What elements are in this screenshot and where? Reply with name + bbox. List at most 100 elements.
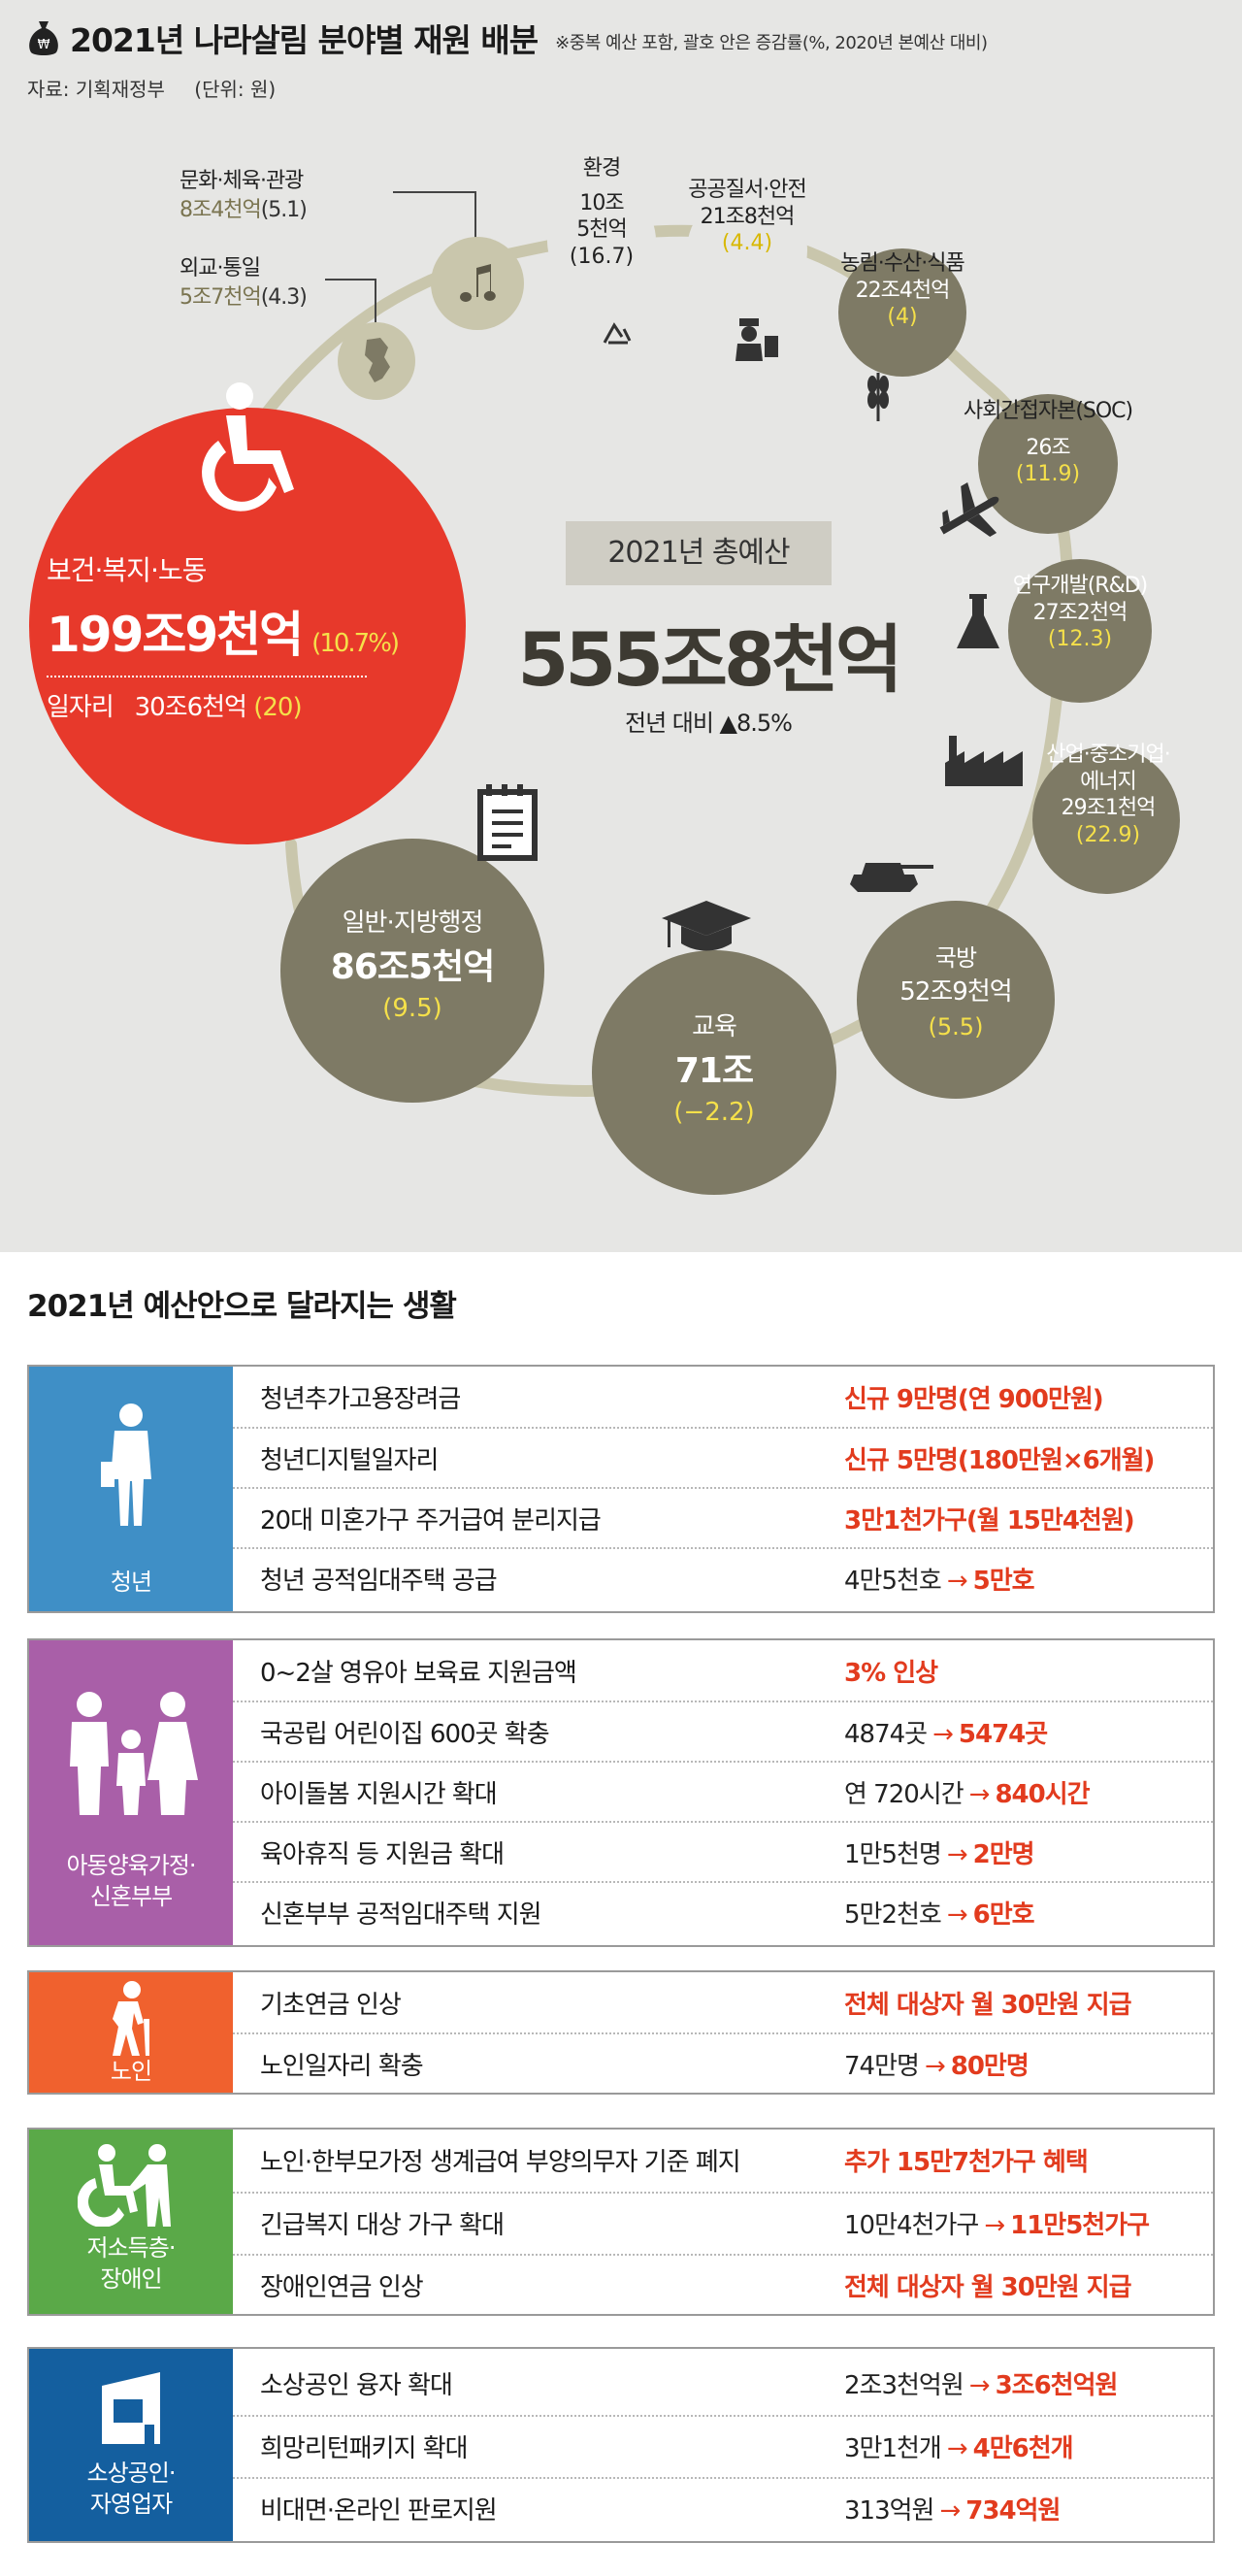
bubble-safety [687,190,807,311]
row-value: 2조3천억원 → 3조6천억원 [844,2365,1118,2401]
allocation-bubble-chart [29,186,1180,1195]
recycle-icon [603,322,632,345]
budget-allocation-panel: ₩ 2021년 나라살림 분야별 재원 배분 ※중복 예산 포함, 괄호 안은 … [0,0,1242,1252]
admin-pct: (9.5) [382,993,442,1023]
row-item: 노인일자리 확충 [260,2051,424,2081]
value-from: 연 720시간 [844,1779,964,1809]
arrow-icon: → [932,1719,954,1749]
row-item: 청년 공적임대주택 공급 [260,1566,498,1596]
culture-pct: (5.1) [260,197,308,222]
family-icon [70,1692,198,1815]
arrow-icon: → [946,1899,968,1930]
table-row: 청년추가고용장려금 신규 9만명(연 900만원) [233,1367,1213,1427]
arrow-icon: → [968,1779,991,1809]
wheat-icon [867,373,889,421]
arrow-icon: → [924,2051,946,2081]
bubble-soc [978,394,1118,534]
diplomacy-amount-value: 5조7천억 [180,284,262,310]
row-highlight: 전체 대상자 월 30만원 지급 [844,1990,1132,2020]
education-pct: (−2.2) [673,1097,755,1127]
table-row: 신혼부부 공적임대주택 지원 5만2천호 → 6만호 [233,1881,1213,1941]
culture-name: 문화·체육·관광 [180,169,304,193]
table-row: 청년 공적임대주택 공급 4만5천호 → 5만호 [233,1547,1213,1607]
table-row: 노인·한부모가정 생계급여 부양의무자 기준 폐지 추가 15만7천가구 혜택 [233,2130,1213,2190]
row-value: 3% 인상 [844,1653,938,1689]
label-agriculture: 농림·수산·식품 22조4천억 (4) [840,250,964,331]
group-business: 소상공인· 자영업자 소상공인 융자 확대 2조3천억원 → 3조6천억원 희망리턴… [27,2347,1215,2543]
environment-pct: (16.7) [569,244,635,269]
environment-amount-line2: 5천억 [576,217,627,242]
culture-amount: 8조4천억(5.1) [180,196,308,225]
bubble-defense [857,901,1055,1099]
label-education: 교육 71조 (−2.2) [673,1011,754,1128]
defense-name: 국방 [934,944,977,972]
welfare-amount: 199조9천억 [47,607,304,663]
value-from: 4874곳 [844,1719,928,1749]
group-lowincome-name-line1: 저소득층· [86,2234,177,2262]
row-value: 5만2천호 → 6만호 [844,1895,1035,1931]
document-icon [477,784,538,861]
row-highlight: 전체 대상자 월 30만원 지급 [844,2272,1132,2302]
table-row: 장애인연금 인상 전체 대상자 월 30만원 지급 [233,2254,1213,2314]
row-value: 전체 대상자 월 30만원 지급 [844,1985,1132,2021]
row-value: 1만5천명 → 2만명 [844,1834,1035,1870]
environment-amount-line1: 10조 [579,190,624,215]
row-item: 신혼부부 공적임대주택 지원 [260,1899,542,1930]
label-welfare: 보건·복지·노동 199조9천억 (10.7%) 일자리 30조6천억 (20) [47,549,454,723]
culture-amount-value: 8조4천억 [180,197,262,222]
row-item: 20대 미혼가구 주거급여 분리지급 [260,1505,602,1536]
agriculture-pct: (4) [887,305,918,329]
header-note: ※중복 예산 포함, 괄호 안은 증감률(%, 2020년 본예산 대비) [555,33,988,53]
defense-amount: 52조9천억 [899,977,1012,1007]
young-person-icon [101,1404,151,1526]
welfare-amount-line: 199조9천억 (10.7%) [47,596,454,666]
value-from: 5만2천호 [844,1899,942,1930]
row-item: 노인·한부모가정 생계급여 부양의무자 기준 폐지 [260,2147,741,2177]
group-youth-name: 청년 [110,1569,152,1596]
group-elderly-name: 노인 [110,2058,152,2085]
row-value: 4874곳 → 5474곳 [844,1714,1048,1750]
welfare-name: 보건·복지·노동 [47,554,207,586]
soc-amount: 26조 [1026,435,1070,460]
row-item: 기초연금 인상 [260,1990,402,2020]
value-from: 74만명 [844,2051,920,2081]
svg-text:₩: ₩ [38,38,50,52]
table-row: 비대면·온라인 판로지원 313억원 → 734억원 [233,2477,1213,2537]
jobs-name: 일자리 [47,693,114,722]
education-amount: 71조 [674,1050,754,1091]
bubble-admin [280,839,544,1103]
value-from: 2조3천억원 [844,2370,964,2400]
industry-name-line1: 산업·중소기업· [1046,743,1170,767]
jobs-amount: 30조6천억 [134,693,247,722]
graduation-cap-icon [662,901,751,951]
source-text: 자료: 기획재정부 [27,78,165,101]
row-value: 연 720시간 → 840시간 [844,1774,1091,1810]
group-youth: 청년 청년추가고용장려금 신규 9만명(연 900만원) 청년디지털일자리 신규… [27,1365,1215,1613]
table-row: 긴급복지 대상 가구 확대 10만4천가구 → 11만5천가구 [233,2192,1213,2252]
group-youth-rows: 청년추가고용장려금 신규 9만명(연 900만원) 청년디지털일자리 신규 5만… [233,1367,1213,1611]
diplomacy-pct: (4.3) [260,284,308,310]
row-value: 신규 9만명(연 900만원) [844,1379,1104,1415]
arrow-icon: → [946,2433,968,2463]
value-to: 840시간 [995,1779,1090,1809]
row-value: 전체 대상자 월 30만원 지급 [844,2267,1132,2303]
industry-name-line2: 에너지 [1080,769,1137,794]
defense-pct: (5.5) [928,1012,984,1040]
industry-pct: (22.9) [1075,822,1141,847]
value-from: 1만5천명 [844,1839,942,1869]
admin-amount: 86조5천억 [330,946,496,987]
row-item: 장애인연금 인상 [260,2272,424,2302]
group-family-name-line2: 신혼부부 [89,1883,173,1911]
bubble-agriculture [838,248,966,377]
group-business-rows: 소상공인 융자 확대 2조3천억원 → 3조6천억원 희망리턴패키지 확대 3만1천… [233,2349,1213,2541]
row-item: 소상공인 융자 확대 [260,2370,453,2400]
safety-pct: (4.4) [721,231,773,255]
leader-line-diplomacy [325,279,376,325]
group-lowincome-side: 저소득층· 장애인 [29,2130,233,2314]
row-item: 청년디지털일자리 [260,1445,439,1475]
airplane-icon [939,482,999,537]
welfare-pct: (10.7%) [311,629,400,658]
label-admin: 일반·지방행정 86조5천억 (9.5) [330,908,496,1024]
value-from: 4만5천호 [844,1566,942,1596]
jobs-pct: (20) [253,693,302,722]
